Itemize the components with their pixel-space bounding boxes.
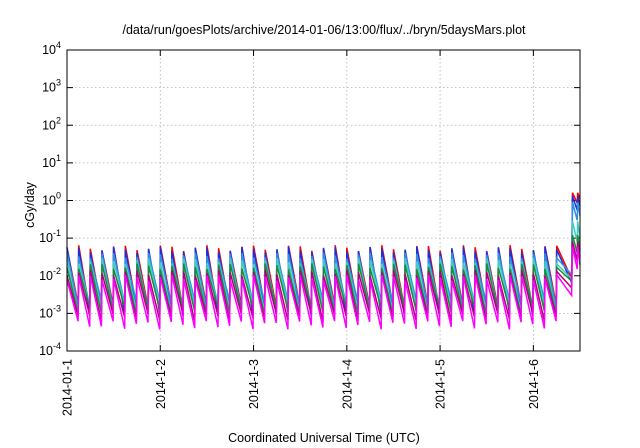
x-tick-label: 2014-1-3 xyxy=(247,359,261,409)
y-tick-label: 10-4 xyxy=(39,341,61,358)
x-tick-label: 2014-1-6 xyxy=(527,359,541,409)
chart-title: /data/run/goesPlots/archive/2014-01-06/1… xyxy=(122,23,526,37)
series-line xyxy=(66,221,581,313)
series-lines xyxy=(66,192,581,330)
y-tick-label: 100 xyxy=(42,191,61,208)
y-tick-label: 103 xyxy=(42,78,61,95)
x-tick-label: 2014-1-5 xyxy=(434,359,448,409)
x-tick-label: 2014-01-1 xyxy=(61,359,75,416)
series-line xyxy=(66,202,581,309)
plot-frame xyxy=(66,49,581,352)
series-line xyxy=(66,234,581,316)
x-tick-label: 2014-1-2 xyxy=(154,359,168,409)
y-tick-label: 102 xyxy=(42,115,61,132)
y-tick-label: 101 xyxy=(42,153,61,170)
y-tick-labels: 10-4 10-3 10-2 10-1 100 101 102 103 104 xyxy=(39,40,61,358)
y-axis-label: cGy/day xyxy=(23,181,37,228)
y-tick-label: 10-1 xyxy=(39,228,61,245)
x-tick-labels: 2014-01-1 2014-1-2 2014-1-3 2014-1-4 2014-1-… xyxy=(61,359,541,416)
series-line xyxy=(66,241,581,322)
y-tick-label: 10-3 xyxy=(39,303,61,320)
y-tick-label: 104 xyxy=(42,40,61,57)
y-tick-label: 10-2 xyxy=(39,266,61,283)
x-axis-label: Coordinated Universal Time (UTC) xyxy=(228,431,420,445)
series-line xyxy=(66,246,581,330)
x-tick-label: 2014-1-4 xyxy=(340,359,354,409)
